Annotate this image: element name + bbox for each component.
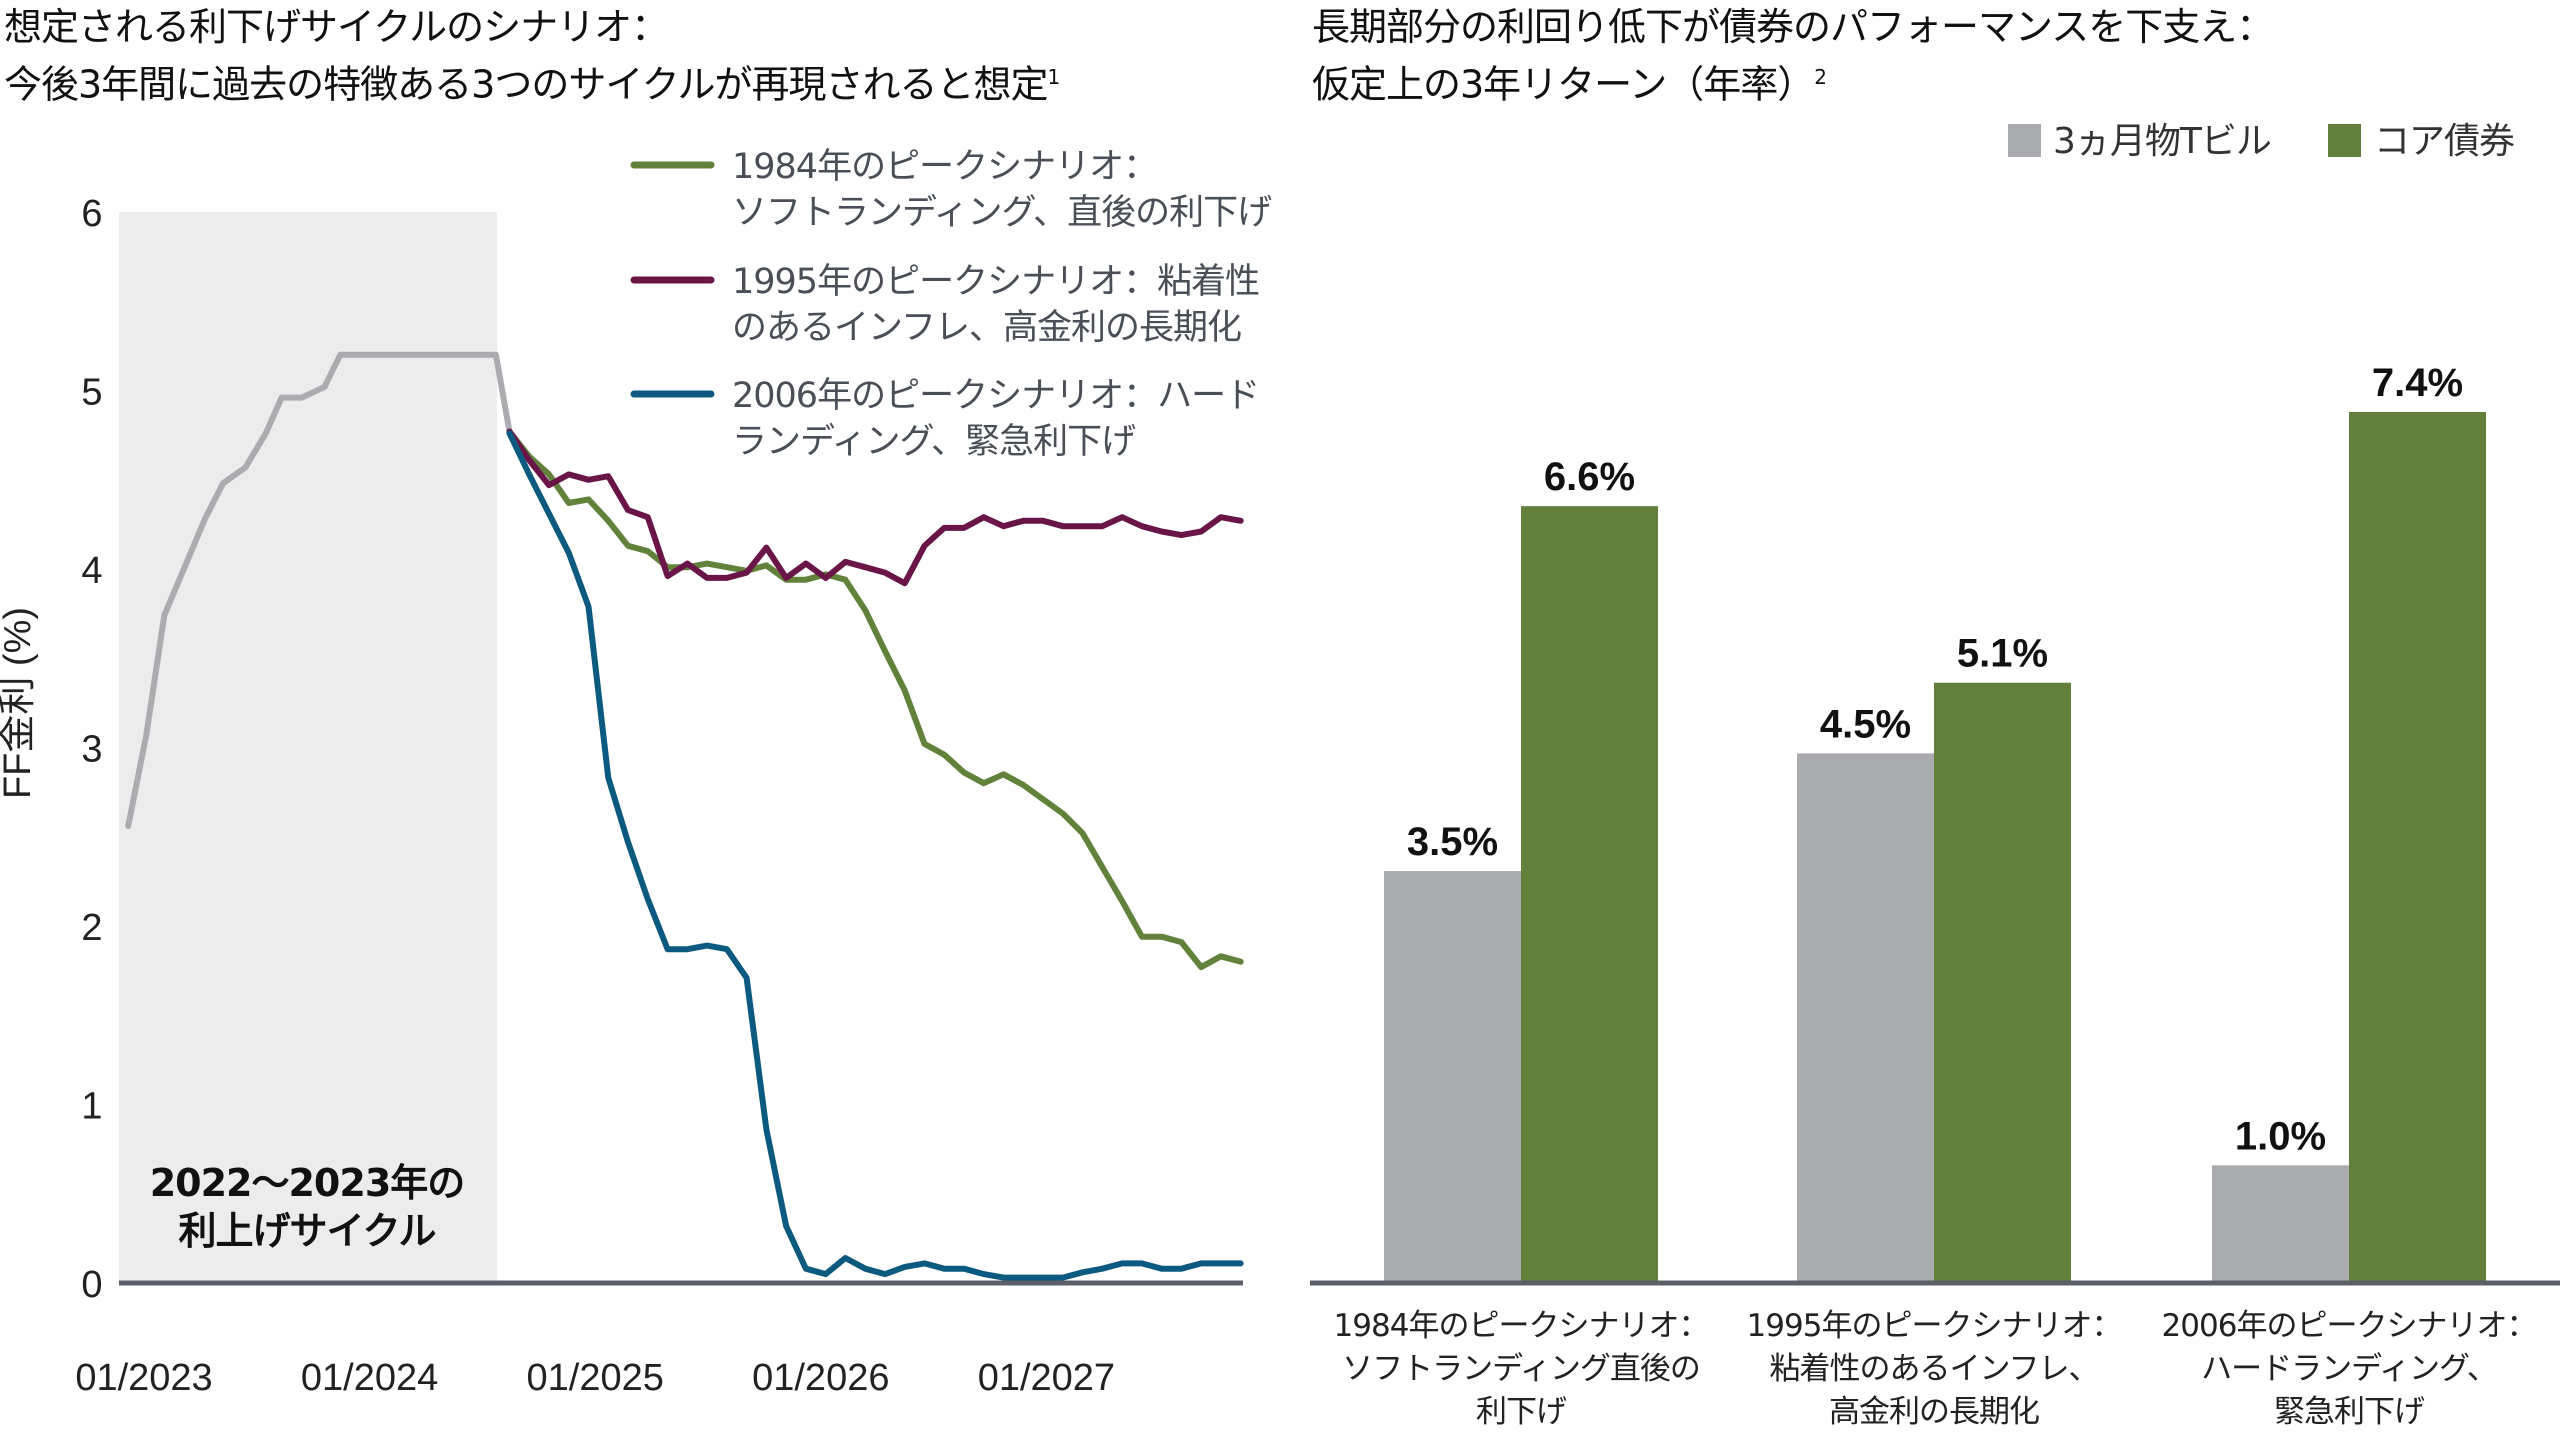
series-line-2006 — [506, 430, 1244, 1281]
left-chart-title-line2: 今後3年間に過去の特徴ある3つのサイクルが再現されると想定1 — [4, 52, 1060, 110]
bar-data-label: 5.1% — [1957, 632, 2048, 676]
right-chart-title: 長期部分の利回り低下が債券のパフォーマンスを下支え： 仮定上の3年リターン（年率… — [1312, 2, 2274, 110]
legend-swatch-tbill — [2008, 124, 2041, 157]
bar-core-bond — [1521, 506, 1658, 1283]
y-axis-ticks: 0 1 2 3 4 5 6 — [81, 193, 102, 1306]
legend-label-2006-line2: ランディング、緊急利下げ — [732, 422, 1136, 462]
legend-label-1984-line2: ソフトランディング、直後の利下げ — [732, 193, 1272, 233]
shaded-region-label-line1: 2022〜2023年の — [150, 1161, 465, 1205]
x-tick-label: 01/2024 — [301, 1357, 438, 1399]
x-tick-label: 01/2026 — [752, 1357, 889, 1399]
legend-label-1995-line1: 1995年のピークシナリオ：粘着性 — [732, 262, 1259, 302]
bar-legend: 3ヵ月物Tビル コア債券 — [2008, 121, 2516, 162]
y-axis-label: FF金利 (%) — [0, 607, 39, 799]
shaded-hiking-cycle-region — [119, 212, 497, 1283]
legend-label-1984-line1: 1984年のピークシナリオ： — [732, 147, 1157, 187]
bar-core-bond — [1934, 682, 2071, 1283]
legend-label-core-bond: コア債券 — [2374, 121, 2515, 162]
line-legend: 1984年のピークシナリオ： ソフトランディング、直後の利下げ 1995年のピー… — [630, 147, 1273, 462]
x-tick-label: 01/2023 — [75, 1357, 212, 1399]
line-series — [125, 351, 1244, 1281]
footnote-marker-1: 1 — [1047, 65, 1060, 89]
category-label-line: ハードランディング、 — [2201, 1351, 2497, 1387]
bars: 3.5% 4.5% 1.0% 6.6% 5.1% 7.4% — [1384, 361, 2486, 1283]
y-tick-label: 3 — [81, 729, 102, 771]
legend-swatch-core-bond — [2328, 124, 2361, 157]
bar-tbill — [1797, 753, 1934, 1283]
right-chart-title-line1: 長期部分の利回り低下が債券のパフォーマンスを下支え： — [1312, 5, 2274, 49]
bar-core-bond — [2349, 412, 2486, 1283]
legend-label-1995-line2: のあるインフレ、高金利の長期化 — [732, 308, 1241, 348]
bar-tbill — [2212, 1165, 2349, 1283]
category-label-line: 粘着性のあるインフレ、 — [1769, 1351, 2098, 1387]
y-tick-label: 0 — [81, 1264, 102, 1306]
category-label-line: 1984年のピークシナリオ： — [1334, 1308, 1709, 1344]
legend-label-2006-line1: 2006年のピークシナリオ：ハード — [732, 376, 1259, 416]
series-line-1995 — [506, 428, 1244, 587]
series-line-1984 — [506, 428, 1244, 971]
category-label-line: 緊急利下げ — [2274, 1394, 2425, 1430]
bar-data-label: 3.5% — [1407, 820, 1498, 864]
x-tick-label: 01/2025 — [527, 1357, 664, 1399]
category-label-line: 利下げ — [1476, 1394, 1567, 1430]
y-tick-label: 2 — [81, 907, 102, 949]
series-line-historical — [125, 351, 513, 829]
shaded-region-label-line2: 利上げサイクル — [178, 1209, 435, 1253]
bar-chart: 3ヵ月物Tビル コア債券 3.5% 4.5% 1.0% 6.6% 5.1% 7.4% 19… — [1310, 121, 2560, 1430]
right-title-text: 仮定上の3年リターン（年率） — [1312, 62, 1815, 107]
legend-label-tbill: 3ヵ月物Tビル — [2053, 121, 2271, 162]
bar-data-label: 6.6% — [1544, 455, 1635, 499]
x-tick-label: 01/2027 — [978, 1357, 1115, 1399]
category-label-line: ソフトランディング直後の — [1342, 1351, 1700, 1387]
footnote-marker-2: 2 — [1814, 65, 1827, 89]
bar-tbill — [1384, 871, 1521, 1283]
x-axis-ticks: 01/2023 01/2024 01/2025 01/2026 01/2027 — [75, 1357, 1115, 1399]
left-chart-title: 想定される利下げサイクルのシナリオ： 今後3年間に過去の特徴ある3つのサイクルが… — [4, 2, 1060, 110]
right-chart-title-line2: 仮定上の3年リターン（年率）2 — [1312, 52, 2273, 110]
y-tick-label: 1 — [81, 1086, 102, 1128]
bar-data-label: 4.5% — [1820, 702, 1911, 746]
bar-data-label: 1.0% — [2235, 1114, 2326, 1158]
y-tick-label: 4 — [81, 550, 102, 592]
category-label-line: 1995年のピークシナリオ： — [1747, 1308, 2122, 1344]
y-tick-label: 6 — [81, 193, 102, 235]
left-title-text: 今後3年間に過去の特徴ある3つのサイクルが再現されると想定 — [4, 62, 1048, 107]
category-label-line: 2006年のピークシナリオ： — [2162, 1308, 2537, 1344]
category-label-line: 高金利の長期化 — [1829, 1394, 2039, 1430]
y-tick-label: 5 — [81, 372, 102, 414]
bar-data-label: 7.4% — [2372, 361, 2463, 405]
left-chart-title-line1: 想定される利下げサイクルのシナリオ： — [4, 5, 669, 49]
